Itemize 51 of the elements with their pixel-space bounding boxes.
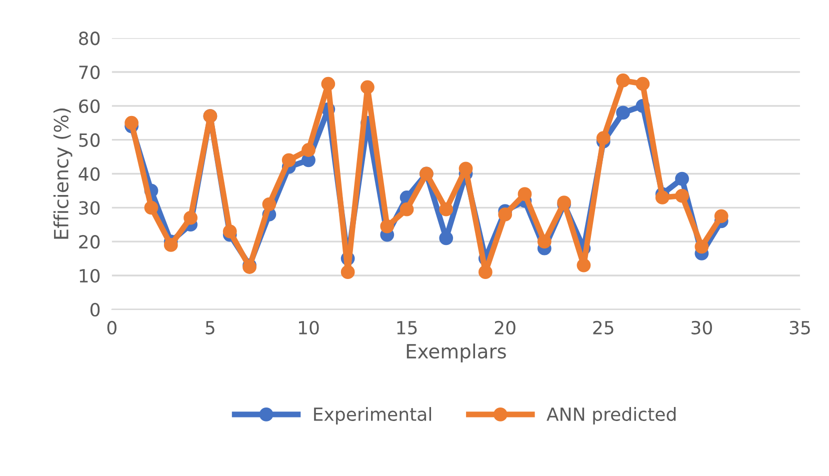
point — [380, 219, 394, 234]
point — [282, 153, 296, 168]
y-tick-label: 0 — [90, 302, 100, 317]
point — [458, 162, 473, 176]
point — [498, 207, 512, 222]
x-tick-label: 20 — [494, 320, 516, 334]
y-tick-label: 60 — [79, 99, 100, 114]
point — [144, 200, 158, 215]
point — [184, 210, 198, 225]
y-tick-label: 70 — [79, 65, 100, 80]
point — [124, 116, 139, 130]
point — [714, 209, 728, 224]
x-tick-label: 0 — [107, 320, 116, 334]
point — [675, 172, 689, 186]
point — [262, 197, 276, 212]
x-tick-label: 30 — [692, 320, 712, 334]
y-tick-label: 10 — [80, 268, 100, 283]
point — [537, 234, 552, 249]
point — [675, 188, 689, 203]
y-tick-label: 80 — [79, 32, 100, 46]
x-tick-label: 10 — [299, 320, 319, 334]
point — [400, 202, 414, 216]
point — [616, 106, 630, 120]
point — [321, 76, 336, 91]
point — [360, 80, 374, 94]
point — [164, 238, 178, 252]
point — [302, 143, 316, 157]
point — [222, 224, 237, 238]
legend-label: Experimental — [314, 407, 432, 425]
point — [478, 265, 492, 280]
x-axis-title: Exemplars — [406, 344, 506, 362]
x-tick-label: 15 — [397, 321, 417, 334]
point — [518, 187, 532, 202]
point — [655, 190, 670, 204]
y-tick-label: 50 — [79, 133, 100, 147]
point — [439, 231, 454, 246]
point — [576, 258, 591, 272]
point — [636, 76, 650, 91]
x-tick-label: 25 — [593, 320, 614, 334]
x-tick-label: 35 — [790, 320, 810, 334]
y-tick-label: 20 — [79, 235, 100, 249]
y-axis-title: Efficiency (%) — [53, 108, 72, 239]
point — [340, 265, 355, 280]
point — [596, 131, 610, 146]
point — [694, 240, 709, 254]
x-tick-label: 5 — [206, 321, 214, 334]
legend-label: ANN predicted — [546, 407, 676, 425]
y-tick-label: 30 — [79, 201, 100, 215]
point — [616, 74, 630, 88]
point — [439, 202, 454, 216]
y-tick-label: 40 — [78, 167, 100, 181]
